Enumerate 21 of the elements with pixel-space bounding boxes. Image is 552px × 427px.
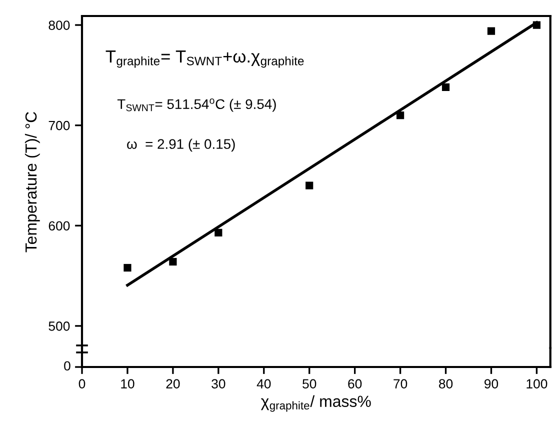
y-tick-label: 700	[48, 120, 70, 130]
x-tick-label: 40	[256, 379, 271, 388]
x-tick-label: 80	[439, 379, 453, 388]
x-tick-label: 60	[348, 379, 362, 388]
y-tick-label: 500	[48, 322, 70, 331]
x-tick-label: 50	[302, 379, 316, 388]
x-tick-label: 30	[212, 379, 226, 388]
y-tick-label: 800	[48, 20, 70, 30]
annotation: ω = 2.91 (± 0.15)	[127, 138, 235, 152]
x-tick-label: 70	[394, 379, 408, 388]
x-tick-label: 0	[78, 379, 86, 388]
x-tick-label: 90	[484, 379, 498, 388]
text: 0	[64, 361, 70, 371]
x-axis-title: χ$_{graphite}$/ mass%	[260, 395, 371, 412]
annotation: T$_{graphite}$= T$_{SWNT}$+ω.χ$_{graphite}$	[106, 50, 304, 68]
x-tick-label: 20	[166, 379, 180, 388]
annotation: T$_{SWNT}$= 511.54$^{o}$C (± 9.54)	[117, 98, 276, 112]
y-tick-label: 600	[48, 221, 70, 231]
x-tick-label: 10	[121, 379, 134, 388]
x-tick-label: 100	[526, 379, 548, 388]
y-axis-title: Temperature (T)/ °C	[24, 112, 40, 252]
